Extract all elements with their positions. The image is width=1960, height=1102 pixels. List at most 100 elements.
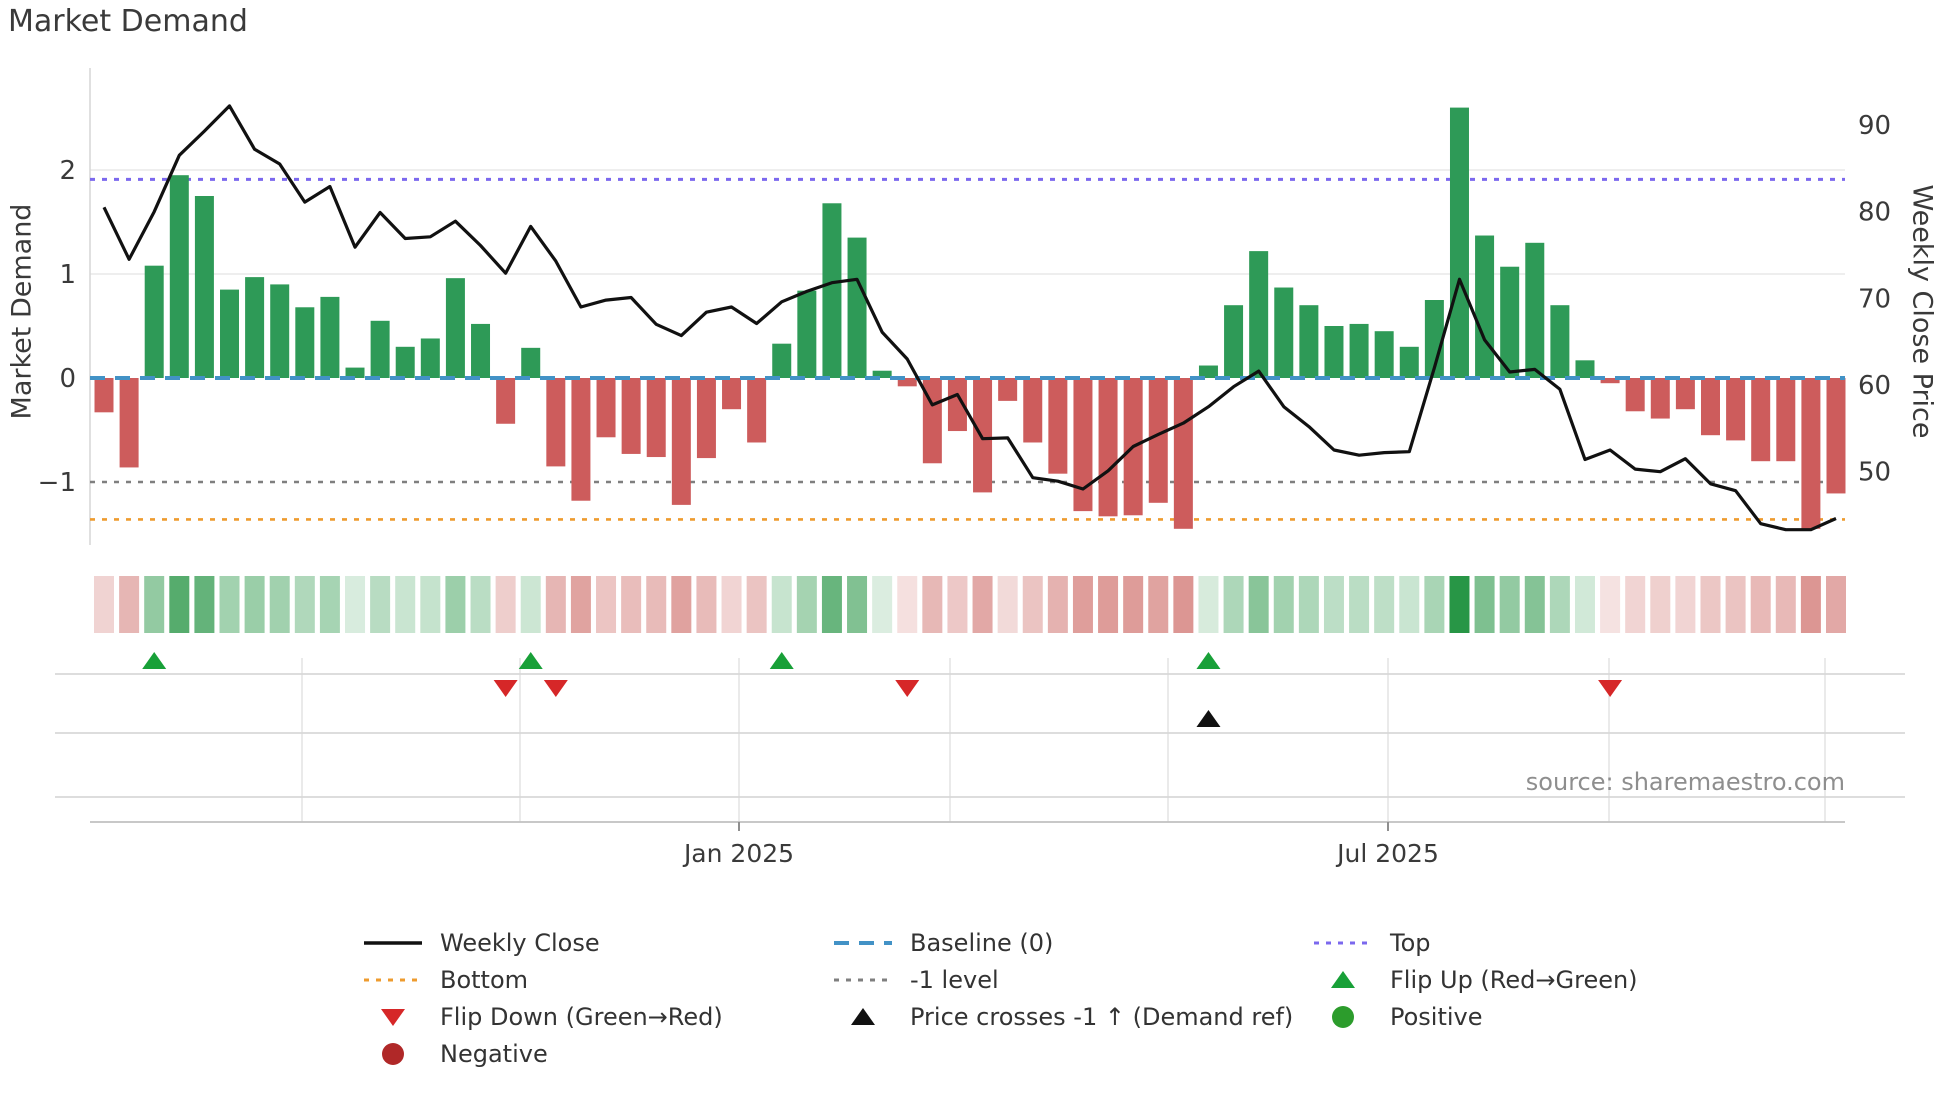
demand-bar [1801, 378, 1821, 529]
left-axis-title: Market Demand [6, 203, 38, 420]
x-tick-label: Jan 2025 [682, 839, 794, 868]
demand-bar [1751, 378, 1771, 462]
flip-down-marker [895, 680, 920, 697]
demand-bar [847, 237, 867, 378]
legend-circle-icon [1312, 1004, 1374, 1030]
heatmap-cell [1323, 576, 1344, 633]
legend-line-dotted-icon [832, 967, 894, 993]
heatmap-cell [1022, 576, 1043, 633]
demand-bar [1374, 331, 1394, 378]
demand-bar [1600, 378, 1620, 384]
legend-line-dotted-icon [362, 967, 424, 993]
heatmap-cell [1574, 576, 1595, 633]
flip-down-marker [1598, 680, 1623, 697]
price-line [102, 104, 1837, 532]
heatmap-cell [646, 576, 667, 633]
flip-up-marker [142, 652, 167, 669]
demand-bar [722, 378, 742, 410]
demand-bar [496, 378, 516, 424]
demand-bar [94, 378, 114, 413]
demand-bar [973, 378, 993, 493]
heatmap-cell [671, 576, 692, 633]
heatmap-cell [972, 576, 993, 633]
heatmap-cell [1775, 576, 1796, 633]
heatmap-cell [1374, 576, 1395, 633]
legend-line-solid-icon [362, 930, 424, 956]
demand-bar [1324, 326, 1344, 378]
heatmap-cell [1625, 576, 1646, 633]
heatmap-cell [796, 576, 817, 633]
chart-legend: Weekly Close Bottom Flip Down (Green→Red) N… [0, 924, 1960, 1084]
heatmap-cell [1449, 576, 1470, 633]
source-credit: source: sharemaestro.com [1525, 768, 1845, 796]
demand-bar [1148, 378, 1168, 503]
demand-bar [1249, 251, 1269, 378]
demand-bar [471, 323, 491, 378]
legend-item: Baseline (0) [832, 924, 1293, 961]
x-tick-label: Jul 2025 [1335, 839, 1439, 868]
heatmap-cell [1800, 576, 1821, 633]
heatmap-cell [997, 576, 1018, 633]
heatmap-cell [470, 576, 491, 633]
heatmap-cell [1248, 576, 1269, 633]
heatmap-cell [821, 576, 842, 633]
heatmap-cell [495, 576, 516, 633]
legend-label: Bottom [440, 965, 529, 994]
page-title: Market Demand [8, 4, 248, 39]
heatmap-cell [696, 576, 717, 633]
demand-bar [245, 277, 265, 378]
right-tick-label: 80 [1858, 198, 1891, 228]
legend-label: Weekly Close [440, 928, 600, 957]
legend-label: Baseline (0) [910, 928, 1054, 957]
heatmap-cell [119, 576, 140, 633]
legend-column-3: Top Flip Up (Red→Green) Positive [1312, 924, 1638, 1035]
heatmap-cell [1499, 576, 1520, 633]
legend-item: Bottom [362, 961, 723, 998]
demand-bar [747, 378, 767, 443]
demand-bar [1424, 300, 1444, 378]
legend-item: Positive [1312, 998, 1638, 1035]
demand-bar [119, 378, 139, 468]
demand-bar [571, 378, 591, 501]
demand-bar [1675, 378, 1695, 410]
demand-bar [270, 284, 290, 378]
legend-label: Positive [1390, 1002, 1483, 1031]
flip-up-marker [769, 652, 794, 669]
demand-bar [671, 378, 691, 505]
heatmap-cell [319, 576, 340, 633]
heatmap-cell [1549, 576, 1570, 633]
left-tick-label: −1 [38, 468, 76, 498]
right-axis-title: Weekly Close Price [1906, 184, 1938, 439]
demand-bar [1224, 305, 1244, 378]
heatmap-cell [847, 576, 868, 633]
heatmap-cell [269, 576, 290, 633]
legend-column-1: Weekly Close Bottom Flip Down (Green→Red) N… [362, 924, 723, 1072]
flip-up-marker [1196, 652, 1221, 669]
left-tick-label: 1 [59, 260, 76, 290]
heatmap-cell [1826, 576, 1846, 633]
heatmap-cell [1474, 576, 1495, 633]
heatmap-cell [922, 576, 943, 633]
legend-item: Flip Up (Red→Green) [1312, 961, 1638, 998]
heatmap-cell [545, 576, 566, 633]
legend-column-2: Baseline (0) -1 level Price crosses -1 ↑ (… [832, 924, 1293, 1035]
demand-bar [822, 203, 842, 378]
legend-triangle-down-icon [362, 1004, 424, 1030]
demand-bar [872, 370, 892, 378]
heatmap-cell [244, 576, 265, 633]
heatmap-cell [1148, 576, 1169, 633]
legend-line-dotted-icon [1312, 930, 1374, 956]
flip-down-marker [543, 680, 568, 697]
heatmap-cell [1424, 576, 1445, 633]
demand-bar [1826, 378, 1846, 494]
heatmap-cell [1725, 576, 1746, 633]
heatmap-cell [1700, 576, 1721, 633]
demand-bar [295, 307, 315, 378]
demand-bar [947, 378, 967, 432]
demand-bar [1500, 266, 1520, 378]
demand-bar [1048, 378, 1068, 474]
legend-item: Negative [362, 1035, 723, 1072]
heatmap-cell [570, 576, 591, 633]
heatmap-cell [1524, 576, 1545, 633]
